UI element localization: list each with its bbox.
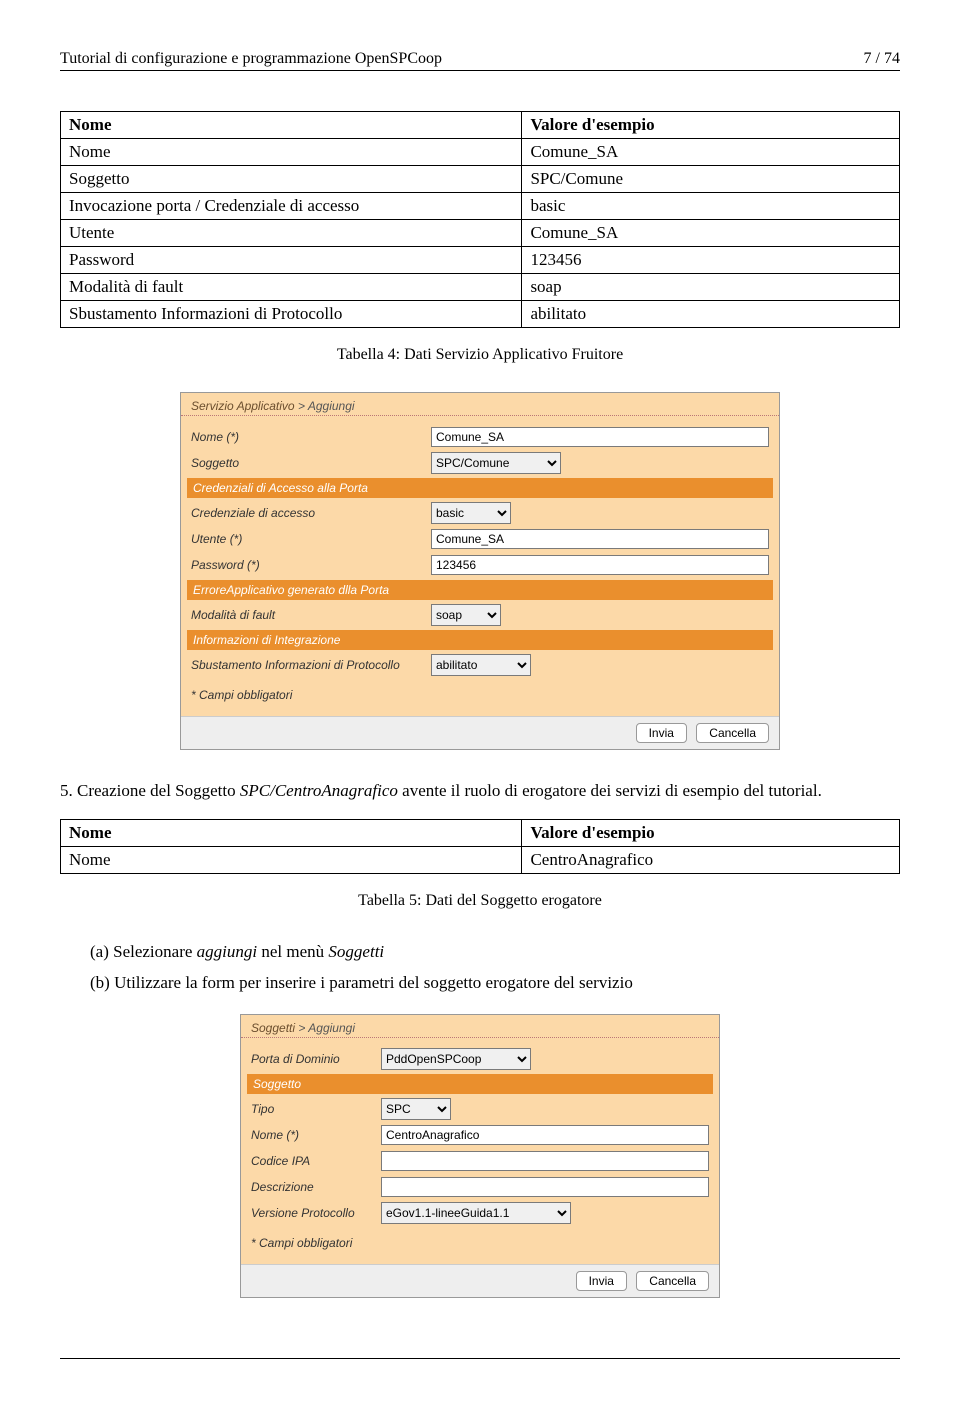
required-note: * Campi obbligatori bbox=[191, 678, 769, 706]
table-5: Nome Valore d'esempio NomeCentroAnagrafi… bbox=[60, 819, 900, 874]
table-4: Nome Valore d'esempio NomeComune_SA Sogg… bbox=[60, 111, 900, 328]
t5-head-left: Nome bbox=[69, 823, 111, 842]
label-credenziale: Credenziale di accesso bbox=[191, 506, 431, 520]
form-servizio-applicativo: Servizio Applicativo > Aggiungi Nome (*)… bbox=[180, 392, 780, 750]
table-row: Modalità di faultsoap bbox=[61, 274, 900, 301]
breadcrumb: Servizio Applicativo > Aggiungi bbox=[181, 393, 779, 416]
section-integrazione: Informazioni di Integrazione bbox=[187, 630, 773, 650]
breadcrumb: Soggetti > Aggiungi bbox=[241, 1015, 719, 1038]
label-password: Password (*) bbox=[191, 558, 431, 572]
label-sbustamento: Sbustamento Informazioni di Protocollo bbox=[191, 658, 431, 672]
substep-b: (b) Utilizzare la form per inserire i pa… bbox=[90, 969, 900, 996]
tipo-select[interactable]: SPC bbox=[381, 1098, 451, 1120]
cancella-button2[interactable]: Cancella bbox=[636, 1271, 709, 1291]
table-row: Password123456 bbox=[61, 247, 900, 274]
breadcrumb-link[interactable]: Soggetti bbox=[251, 1021, 295, 1035]
utente-input[interactable] bbox=[431, 529, 769, 549]
breadcrumb-link[interactable]: Servizio Applicativo bbox=[191, 399, 295, 413]
table-row: UtenteComune_SA bbox=[61, 220, 900, 247]
label-fault: Modalità di fault bbox=[191, 608, 431, 622]
table-row: NomeComune_SA bbox=[61, 139, 900, 166]
invia-button2[interactable]: Invia bbox=[576, 1271, 627, 1291]
form-soggetti: Soggetti > Aggiungi Porta di Dominio Pdd… bbox=[240, 1014, 720, 1298]
label-ipa: Codice IPA bbox=[251, 1154, 381, 1168]
descr-input[interactable] bbox=[381, 1177, 709, 1197]
table-row: Invocazione porta / Credenziale di acces… bbox=[61, 193, 900, 220]
section-errore: ErroreApplicativo generato dlla Porta bbox=[187, 580, 773, 600]
footer-rule bbox=[60, 1358, 900, 1359]
table-row: Sbustamento Informazioni di Protocolloab… bbox=[61, 301, 900, 328]
fault-select[interactable]: soap bbox=[431, 604, 501, 626]
label-ver: Versione Protocollo bbox=[251, 1206, 381, 1220]
label-nome: Nome (*) bbox=[191, 430, 431, 444]
password-input[interactable] bbox=[431, 555, 769, 575]
substep-a: (a) Selezionare aggiungi nel menù Sogget… bbox=[90, 938, 900, 965]
table-row: NomeCentroAnagrafico bbox=[61, 846, 900, 873]
sbustamento-select[interactable]: abilitato bbox=[431, 654, 531, 676]
label-descr: Descrizione bbox=[251, 1180, 381, 1194]
required-note2: * Campi obbligatori bbox=[251, 1226, 709, 1254]
nome2-input[interactable] bbox=[381, 1125, 709, 1145]
label-tipo: Tipo bbox=[251, 1102, 381, 1116]
label-utente: Utente (*) bbox=[191, 532, 431, 546]
t4-head-left: Nome bbox=[69, 115, 111, 134]
label-soggetto: Soggetto bbox=[191, 456, 431, 470]
header-title: Tutorial di configurazione e programmazi… bbox=[60, 50, 442, 68]
paragraph-5: 5. Creazione del Soggetto SPC/CentroAnag… bbox=[60, 780, 900, 803]
t5-head-right: Valore d'esempio bbox=[530, 823, 654, 842]
soggetto-select[interactable]: SPC/Comune bbox=[431, 452, 561, 474]
page-header: Tutorial di configurazione e programmazi… bbox=[60, 50, 900, 71]
credenziale-select[interactable]: basic bbox=[431, 502, 511, 524]
page-number: 7 / 74 bbox=[864, 50, 900, 68]
pdd-select[interactable]: PddOpenSPCoop bbox=[381, 1048, 531, 1070]
ver-select[interactable]: eGov1.1-lineeGuida1.1 bbox=[381, 1202, 571, 1224]
nome-input[interactable] bbox=[431, 427, 769, 447]
section-credenziali: Credenziali di Accesso alla Porta bbox=[187, 478, 773, 498]
invia-button[interactable]: Invia bbox=[636, 723, 687, 743]
t4-head-right: Valore d'esempio bbox=[530, 115, 654, 134]
table-row: SoggettoSPC/Comune bbox=[61, 166, 900, 193]
sub-steps: (a) Selezionare aggiungi nel menù Sogget… bbox=[90, 938, 900, 996]
table-4-caption: Tabella 4: Dati Servizio Applicativo Fru… bbox=[60, 346, 900, 364]
section-soggetto: Soggetto bbox=[247, 1074, 713, 1094]
ipa-input[interactable] bbox=[381, 1151, 709, 1171]
label-pdd: Porta di Dominio bbox=[251, 1052, 381, 1066]
cancella-button[interactable]: Cancella bbox=[696, 723, 769, 743]
table-5-caption: Tabella 5: Dati del Soggetto erogatore bbox=[60, 892, 900, 910]
label-nome2: Nome (*) bbox=[251, 1128, 381, 1142]
